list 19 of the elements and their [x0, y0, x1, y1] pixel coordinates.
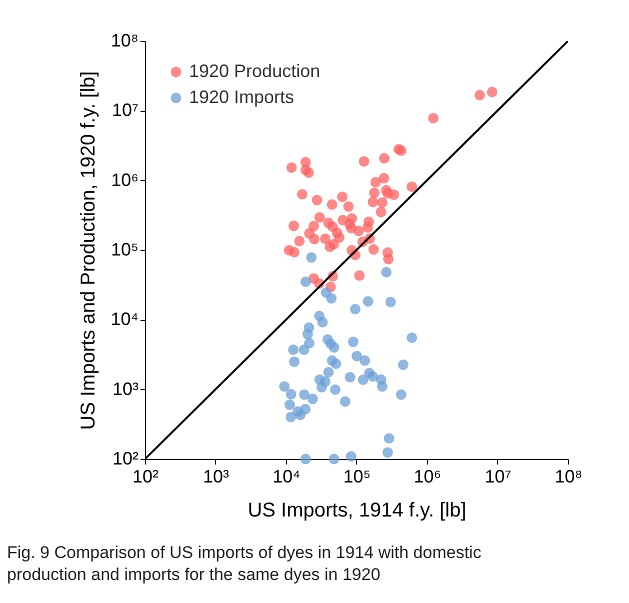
x-tick-label: 10⁵: [343, 466, 371, 486]
y-axis-title: US Imports and Production, 1920 f.y. [lb]: [78, 71, 100, 430]
caption: Fig. 9 Comparison of US imports of dyes in 1914 with domestic production and imports for the same dyes in 1920: [7, 543, 482, 584]
y-tick-label: 10²: [112, 448, 139, 468]
x-tick-label: 10⁴: [272, 466, 300, 486]
x-tick-label: 10⁶: [414, 466, 442, 486]
y-tick-label: 10⁸: [110, 30, 138, 50]
x-tick-label: 10⁸: [554, 466, 582, 486]
x-tick-label: 10³: [202, 466, 230, 486]
y-tick-label: 10⁶: [111, 170, 138, 190]
y-tick-label: 10³: [112, 378, 139, 399]
x-tick-label: 10⁷: [484, 466, 512, 486]
x-axis-title: US Imports, 1914 f.y. [lb]: [248, 500, 466, 522]
legend-label: 1920 Production: [189, 61, 320, 81]
legend-label: 1920 Imports: [189, 87, 294, 107]
y-tick-label: 10⁵: [111, 240, 138, 260]
y-tick-label: 10⁴: [110, 309, 138, 330]
x-tick-label: 10²: [132, 466, 159, 486]
y-tick-label: 10⁷: [112, 100, 138, 120]
